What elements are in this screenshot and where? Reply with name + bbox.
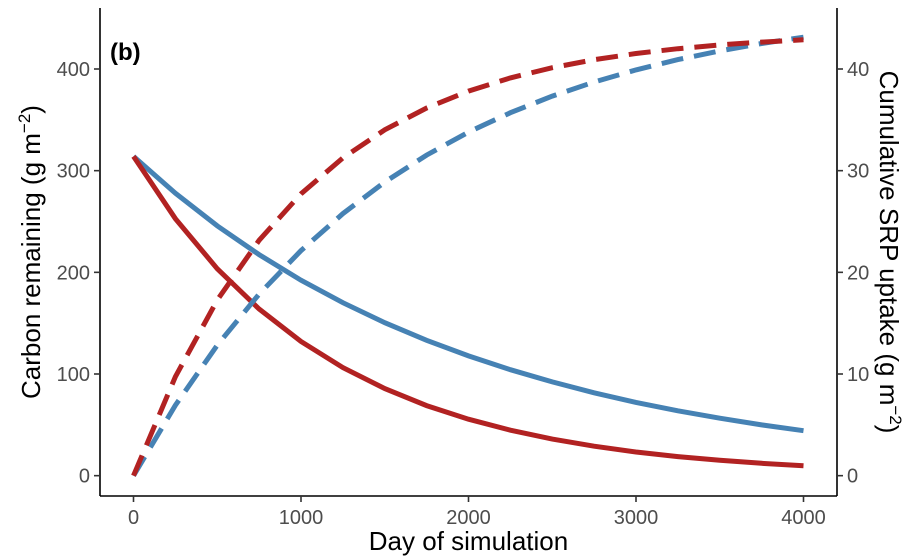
- left-y-tick-label: 200: [57, 262, 90, 284]
- x-tick-label: 0: [128, 507, 139, 529]
- series-lines: [131, 34, 804, 477]
- left-y-axis-title: Carbon remaining (g m−2): [15, 105, 46, 399]
- right-y-tick-label: 20: [847, 262, 869, 284]
- right-y-tick-label: 10: [847, 364, 869, 386]
- x-tick-label: 4000: [781, 507, 826, 529]
- series-line-carbon-remaining-red: [131, 155, 804, 469]
- left-y-tick-label: 0: [79, 466, 90, 488]
- x-tick-label: 2000: [446, 507, 491, 529]
- series-line-carbon-remaining-blue: [131, 154, 804, 434]
- left-y-tick-label: 300: [57, 161, 90, 183]
- right-y-axis-title-main: Cumulative SRP uptake (g m: [874, 71, 904, 406]
- right-y-axis-title-superscript: −2: [886, 405, 905, 424]
- series-line-srp-uptake-red: [131, 37, 804, 477]
- right-y-axis-title: Cumulative SRP uptake (g m−2): [874, 71, 905, 434]
- panel-label: (b): [110, 39, 141, 66]
- left-y-tick-label: 400: [57, 59, 90, 81]
- left-y-axis-title-main: Carbon remaining (g m: [16, 133, 46, 399]
- series-line-srp-uptake-blue: [131, 34, 804, 477]
- axes: [99, 8, 838, 497]
- right-y-tick-label: 0: [847, 466, 858, 488]
- left-y-axis-title-superscript: −2: [15, 114, 34, 133]
- left-y-axis-title-end: ): [16, 105, 46, 114]
- x-tick-label: 3000: [614, 507, 659, 529]
- left-y-tick-label: 100: [57, 364, 90, 386]
- right-y-tick-label: 40: [847, 59, 869, 81]
- x-axis-title: Day of simulation: [369, 526, 568, 556]
- x-tick-label: 1000: [279, 507, 324, 529]
- right-y-tick-label: 30: [847, 161, 869, 183]
- right-y-axis-title-end: ): [874, 425, 904, 434]
